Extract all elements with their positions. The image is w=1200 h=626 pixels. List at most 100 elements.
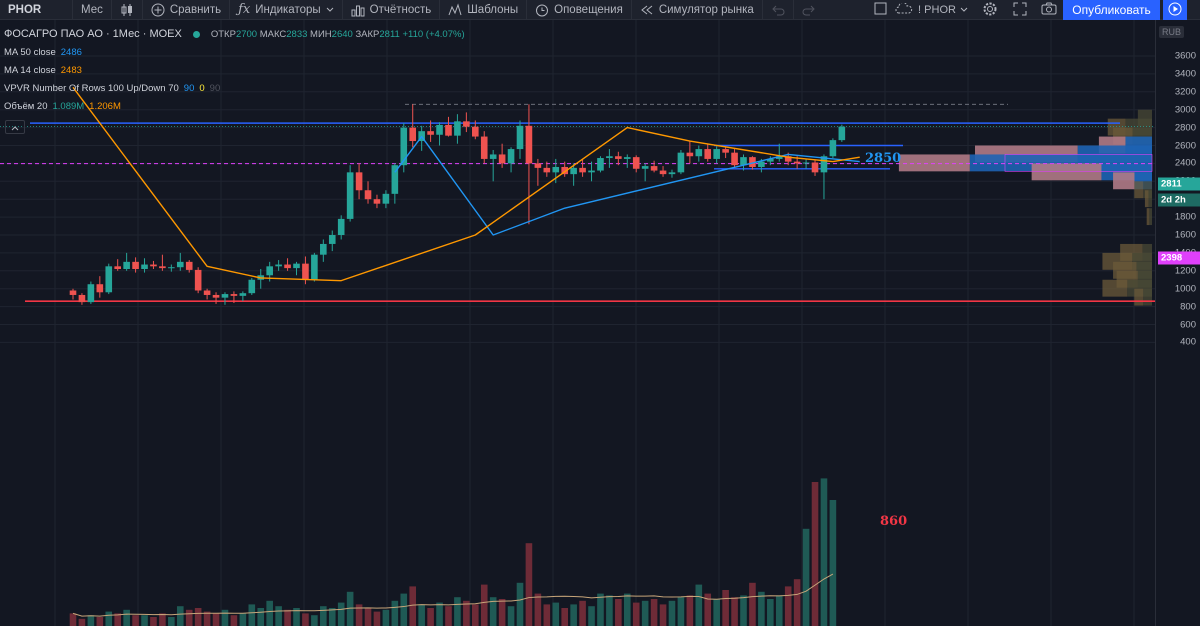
volume-value-2: 1.206M xyxy=(89,101,121,112)
publish-play-button[interactable] xyxy=(1163,0,1187,20)
candle-body xyxy=(820,156,828,173)
price-chart-svg[interactable] xyxy=(0,20,1155,626)
volume-profile-bar-up xyxy=(1142,243,1152,261)
volume-bar xyxy=(230,615,238,626)
candle-body xyxy=(632,157,640,169)
candle-body xyxy=(802,162,810,164)
volume-bar xyxy=(480,584,488,626)
candle-body xyxy=(400,127,408,166)
volume-bar xyxy=(775,595,783,626)
financials-button[interactable]: Отчётность xyxy=(343,0,441,20)
financials-label: Отчётность xyxy=(369,3,432,16)
function-icon: ƒx xyxy=(238,2,251,17)
candle-body xyxy=(427,131,434,135)
symbol-search[interactable]: PHOR xyxy=(0,0,73,20)
volume-bar xyxy=(811,482,819,626)
volume-bar xyxy=(793,579,801,626)
volume-bar xyxy=(525,543,533,626)
candle-body xyxy=(597,158,604,171)
volume-bar xyxy=(597,593,604,626)
volume-bar xyxy=(346,591,354,626)
horizontal-line-price-text: 2398 xyxy=(1161,252,1183,264)
volume-bar xyxy=(579,600,586,626)
indicators-button[interactable]: ƒx Индикаторы xyxy=(230,0,343,20)
layout-menu[interactable]: ! PHOR xyxy=(895,0,968,20)
candle-body xyxy=(606,156,613,159)
candle-body xyxy=(78,294,86,303)
alerts-button[interactable]: Оповещения xyxy=(527,0,632,20)
legend-ma14[interactable]: MA 14 close 2483 xyxy=(4,65,82,76)
close-label: ЗАКР xyxy=(355,28,380,40)
price-scale[interactable]: RUB 360034003200300028002600240022002000… xyxy=(1155,20,1200,626)
price-tick: 1800 xyxy=(1174,211,1196,223)
candle-body xyxy=(489,154,497,159)
candle-body xyxy=(194,269,202,291)
volume-bar xyxy=(641,600,649,626)
candle-body xyxy=(731,152,738,166)
publish-button[interactable]: Опубликовать xyxy=(1063,0,1160,20)
volume-bar xyxy=(749,582,756,626)
candle-body xyxy=(704,149,712,159)
replay-button[interactable]: Симулятор рынка xyxy=(632,0,763,20)
interval-button[interactable]: Мес xyxy=(73,0,112,20)
redo-button[interactable] xyxy=(794,0,824,20)
volume-bar xyxy=(203,611,211,626)
candle-body xyxy=(391,165,399,194)
alarm-clock-icon xyxy=(535,3,549,17)
candle-body xyxy=(472,126,479,137)
candle-body xyxy=(623,157,631,159)
gear-icon xyxy=(983,2,997,19)
volume-bar xyxy=(69,613,77,626)
volume-bar xyxy=(78,618,86,626)
legend-ma50[interactable]: MA 50 close 2486 xyxy=(4,47,82,58)
legend-volume[interactable]: Объём 20 1.089M 1.206M xyxy=(4,101,121,112)
volume-bar xyxy=(266,600,273,626)
candle-body xyxy=(364,190,372,200)
settings-button[interactable] xyxy=(980,0,1000,20)
volume-profile-bar-up xyxy=(1143,181,1152,199)
collapse-legend-button[interactable] xyxy=(5,120,25,134)
volume-bar xyxy=(588,606,595,626)
templates-button[interactable]: Шаблоны xyxy=(440,0,528,20)
volume-bar xyxy=(820,478,828,626)
plus-circle-icon xyxy=(151,3,165,17)
fullscreen-toggle[interactable] xyxy=(870,0,890,20)
ma50-line xyxy=(394,135,860,236)
ohlc-values: ОТКР2700 МАКС2833 МИН2640 ЗАКР2811 +110 … xyxy=(211,29,465,40)
price-tick: 800 xyxy=(1180,301,1196,313)
candle-body xyxy=(758,161,765,167)
volume-bar xyxy=(194,608,202,626)
volume-bar xyxy=(543,604,551,626)
candle-body xyxy=(722,149,729,153)
volume-bar xyxy=(731,597,738,626)
legend-vpvr[interactable]: VPVR Number Of Rows 100 Up/Down 70 90 0 … xyxy=(4,83,220,94)
price-tick: 3400 xyxy=(1174,68,1196,80)
volume-bar xyxy=(293,608,300,626)
snapshot-button[interactable] xyxy=(1038,0,1060,20)
candle-body xyxy=(695,149,703,157)
candle-body xyxy=(284,264,291,269)
symbol-title: ФОСАГРО ПАО АО · 1Мес · MOEX xyxy=(4,28,182,40)
chart-type-button[interactable] xyxy=(112,0,143,20)
compare-button[interactable]: Сравнить xyxy=(143,0,231,20)
undo-button[interactable] xyxy=(763,0,794,20)
candle-body xyxy=(239,293,247,296)
volume-name: Объём 20 xyxy=(4,101,48,112)
volume-bar xyxy=(516,582,524,626)
volume-bar xyxy=(132,615,139,626)
price-tick: 3200 xyxy=(1174,86,1196,98)
candle-body xyxy=(132,261,139,270)
candle-body xyxy=(150,264,157,267)
countdown-label: 2d 2h xyxy=(1158,193,1200,207)
open-value: 2700 xyxy=(235,28,258,40)
volume-bar xyxy=(391,600,399,626)
countdown-text: 2d 2h xyxy=(1161,194,1186,206)
candle-body xyxy=(811,162,819,173)
open-label: ОТКР xyxy=(210,28,236,40)
volume-profile-bar-up xyxy=(1143,288,1152,306)
volume-bar xyxy=(123,609,130,626)
fullscreen-button[interactable] xyxy=(1010,0,1030,20)
volume-profile-bar-down xyxy=(1113,172,1135,190)
candle-body xyxy=(293,263,300,269)
chart-pane[interactable]: ФОСАГРО ПАО АО · 1Мес · MOEX ОТКР2700 МА… xyxy=(0,20,1155,626)
